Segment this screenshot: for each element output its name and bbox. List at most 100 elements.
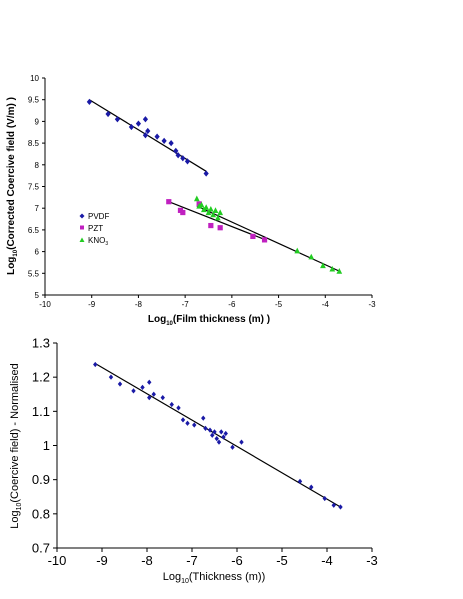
top-y-tick-label-8: 8 [35,161,40,170]
bottom-x-tick-label-9: -9 [96,553,108,568]
top-x-axis-label-rest: (Film thickness (m) ) [173,314,270,325]
bottom-x-axis-label-rest: (Thickness (m)) [189,571,265,583]
top-y-tick-label-5-5: 5.5 [28,269,40,278]
top-pvdf-point [105,110,111,118]
bottom-series-0-point [230,444,235,450]
top-pvdf-point [86,98,92,105]
legend-pzt-label: PZT [88,224,103,233]
top-kno3-point [336,268,343,274]
bottom-y-axis-label: Log10(Coercive field) - Normalised [9,363,23,529]
bottom-y-tick-label-1-3: 1.3 [32,336,50,351]
bottom-series-0-point [219,429,224,435]
legend-pvdf-label: PVDF [88,212,109,221]
legend-pzt-marker [80,225,84,230]
bottom-x-tick-label-4: -4 [321,553,333,568]
top-x-axis-label-sub: 10 [166,321,173,327]
top-y-axis-label-rest: (Corrected Coercive field (V/m) ) [6,97,17,250]
bottom-y-tick-label-1-2: 1.2 [32,370,50,385]
bottom-x-axis-label-sub: 10 [181,578,189,585]
top-x-tick-label-5: -5 [275,300,283,309]
bottom-series-0-point [93,361,98,368]
bottom-x-tick-label-3: -3 [366,553,378,568]
top-pvdf-point [128,123,135,131]
top-kno3-point [203,204,210,210]
top-y-axis-label: Log10(Corrected Coercive field (V/m) ) [6,97,19,275]
top-x-tick-label-7: -7 [182,300,190,309]
legend-kno3-label: KNO3 [88,236,108,247]
top-kno3-point [198,201,205,208]
top-pvdf-point [168,139,174,147]
top-pvdf-point [142,116,149,123]
bottom-y-tick-label-1: 1 [43,438,50,453]
top-pvdf-point [173,147,179,155]
top-pvdf-point [114,116,121,123]
bottom-series-0-point [216,439,222,445]
chart-top: 5 5.5 6 6.5 7 7.5 8 8.5 9 9.5 10 -10 -9 -8 -7 -6 -5 -4 -3… [6,74,376,327]
top-x-tick-label-8: -8 [135,300,143,309]
bottom-x-tick-label-10: -10 [48,553,67,568]
top-fit-lines [89,99,340,272]
bottom-series-0-point [192,422,197,428]
top-pvdf-point [203,170,209,177]
top-pzt-point [250,233,256,240]
top-y-tick-label-8-5: 8.5 [28,139,40,148]
top-y-axis-label-sub: 10 [13,249,19,256]
bottom-series-0-point [131,388,136,394]
top-y-tick-label-7: 7 [35,204,40,213]
top-y-tick-label-5: 5 [35,291,40,300]
top-pvdf-point [135,120,142,127]
bottom-fit-lines [94,362,341,508]
top-pzt-point [166,199,172,205]
bottom-series-0-point [147,379,152,385]
bottom-series-0-point [322,495,327,502]
legend: PVDF PZT KNO3 [74,210,124,250]
bottom-series-0-point [140,384,145,391]
bottom-series-0-point [223,430,228,437]
legend-kno3-marker [79,237,85,242]
bottom-series-0-point [151,391,156,397]
bottom-series-0-fit-line [94,362,341,508]
bottom-series-0-point [221,434,226,440]
bottom-series-0-point [309,484,314,490]
top-pzt-point [261,237,268,243]
top-pvdf-point [175,152,181,159]
bottom-x-ticks: -10 -9 -8 -7 -6 -5 -4 -3 [48,548,378,568]
bottom-x-tick-label-7: -7 [186,553,198,568]
bottom-x-tick-label-6: -6 [231,553,243,568]
top-y-tick-label-7-5: 7.5 [28,183,40,192]
top-kno3-point [294,247,301,254]
bottom-data-points [93,361,343,510]
bottom-y-tick-label-0-7: 0.7 [32,541,50,556]
top-kno3-point [320,262,326,269]
top-kno3-point [205,209,212,216]
bottom-series-0-point [203,425,208,432]
top-y-tick-label-9-5: 9.5 [28,96,40,105]
top-kno3-point [207,205,214,212]
top-kno3-point [308,253,315,260]
top-kno3-point [329,265,336,272]
bottom-x-axis-label-main: Log [163,571,181,583]
bottom-series-0-point [338,504,343,510]
top-y-tick-label-6: 6 [35,248,40,257]
bottom-y-axis-label-sub: 10 [16,503,23,511]
chart-bottom: 0.7 0.8 0.9 1 1.1 1.2 1.3 -10 -9 -8 -7 -6 -5 -4 -3 Lo… [9,336,378,586]
top-kno3-point [212,207,219,213]
top-pvdf-point [142,132,149,139]
bottom-series-0-point [210,432,215,438]
top-pvdf-point [180,155,186,162]
top-x-tick-label-6: -6 [228,300,236,309]
bottom-series-0-point [108,374,114,380]
top-kno3-point [214,214,221,221]
bottom-series-0-point [297,478,303,485]
top-kno3-point [210,211,217,218]
bottom-x-tick-label-5: -5 [276,553,288,568]
top-pzt-point [208,222,214,229]
bottom-series-0-point [207,427,213,433]
bottom-series-0-point [239,439,244,445]
top-data-points [86,98,343,274]
bottom-series-0-point [160,395,165,401]
bottom-x-axis-label: Log10(Thickness (m)) [163,571,266,585]
top-x-tick-label-4: -4 [322,300,330,309]
top-kno3-fit-line [196,205,340,272]
top-y-tick-label-10: 10 [30,74,39,83]
